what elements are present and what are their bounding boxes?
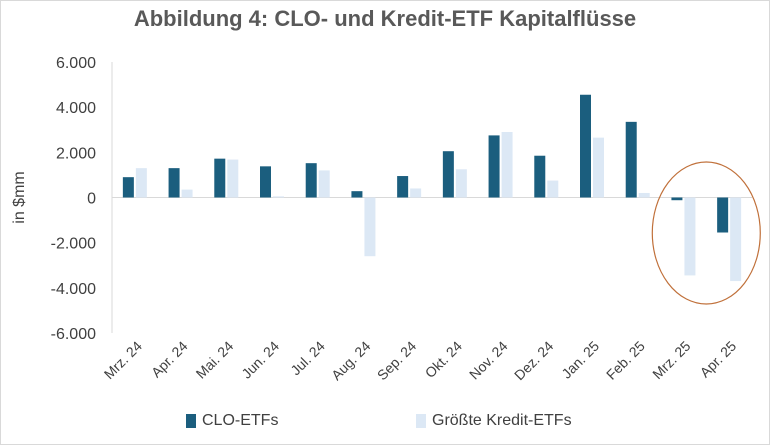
bar-kredit-etfs [501, 132, 513, 198]
y-tick-label: -2.000 [51, 236, 96, 253]
bar-clo-etfs [580, 94, 591, 198]
x-tick-label: Mrz. 25 [649, 338, 693, 382]
y-tick-label: -6.000 [51, 326, 96, 343]
bar-clo-etfs [625, 121, 637, 198]
bar-kredit-etfs [684, 197, 696, 276]
chart-title: Abbildung 4: CLO- und Kredit-ETF Kapital… [133, 6, 637, 31]
bar-clo-etfs [442, 151, 454, 198]
bar-clo-etfs [534, 155, 546, 198]
x-tick-label: Mrz. 24 [101, 338, 145, 382]
y-tick-label: 0 [87, 191, 96, 208]
bar-clo-etfs [168, 168, 180, 198]
bar-kredit-etfs [547, 180, 559, 198]
bar-kredit-etfs [455, 169, 467, 198]
x-tick-label: Apr. 24 [148, 338, 191, 381]
x-tick-label: Apr. 25 [697, 338, 740, 381]
bar-kredit-etfs [181, 189, 193, 198]
y-tick-label: 6.000 [56, 55, 96, 72]
y-tick-label: 4.000 [56, 100, 96, 117]
y-axis-title: in $mm [11, 171, 28, 223]
x-tick-label: Okt. 24 [422, 338, 465, 381]
legend-swatch-credit [416, 414, 426, 428]
x-tick-label: Feb. 25 [603, 338, 648, 383]
x-tick-label: Dez. 24 [511, 338, 557, 384]
bar-kredit-etfs [318, 170, 330, 198]
bar-kredit-etfs [364, 197, 376, 257]
legend: CLO-ETFs Größte Kredit-ETFs [0, 412, 770, 436]
x-tick-label: Jan. 25 [558, 338, 602, 382]
bar-kredit-etfs [730, 197, 742, 282]
bar-clo-etfs [397, 176, 409, 198]
bar-kredit-etfs [135, 168, 147, 198]
x-tick-label: Jul. 24 [287, 338, 328, 379]
bar-clo-etfs [122, 177, 134, 198]
legend-item-credit: Größte Kredit-ETFs [416, 412, 572, 430]
x-tick-label: Jun. 24 [238, 338, 282, 382]
bar-clo-etfs [305, 163, 317, 198]
highlight-ellipse [651, 161, 761, 305]
bar-kredit-etfs [410, 188, 422, 198]
y-tick-label: -4.000 [51, 281, 96, 298]
x-tick-label: Nov. 24 [466, 338, 511, 383]
legend-swatch-clo [186, 414, 196, 428]
bar-kredit-etfs [638, 192, 650, 198]
bar-clo-etfs [214, 158, 226, 198]
x-tick-label: Aug. 24 [328, 338, 374, 384]
bar-clo-etfs [671, 197, 683, 201]
bar-kredit-etfs [273, 196, 284, 198]
x-tick-label: Sep. 24 [374, 338, 420, 384]
bar-clo-etfs [260, 166, 271, 198]
bar-kredit-etfs [593, 137, 604, 198]
legend-label-credit: Größte Kredit-ETFs [432, 412, 572, 429]
y-tick-label: 2.000 [56, 145, 96, 162]
x-tick-label: Mai. 24 [193, 338, 237, 382]
legend-item-clo: CLO-ETFs [186, 412, 278, 430]
bar-clo-etfs [717, 197, 729, 233]
bar-clo-etfs [488, 135, 500, 198]
bar-kredit-etfs [227, 159, 239, 198]
bar-clo-etfs [351, 191, 363, 198]
legend-label-clo: CLO-ETFs [202, 412, 279, 429]
